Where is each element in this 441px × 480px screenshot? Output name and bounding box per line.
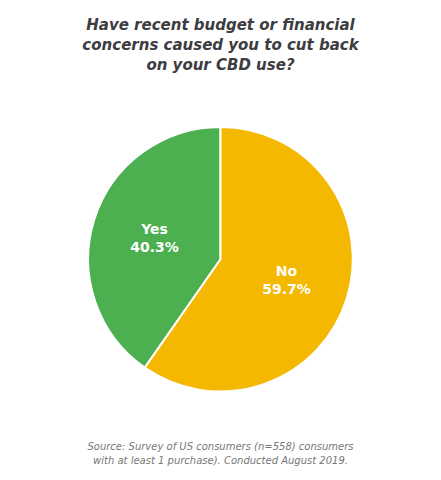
svg-text:Yes: Yes bbox=[140, 221, 168, 237]
svg-text:40.3%: 40.3% bbox=[130, 239, 179, 255]
svg-text:concerns caused you to cut bac: concerns caused you to cut back bbox=[82, 36, 359, 54]
svg-text:with at least 1 purchase). Con: with at least 1 purchase). Conducted Aug… bbox=[93, 455, 348, 466]
svg-text:Source: Survey of US consumers: Source: Survey of US consumers (n=558) c… bbox=[87, 441, 353, 452]
svg-text:Have recent budget or financia: Have recent budget or financial bbox=[86, 16, 355, 34]
svg-text:on your CBD use?: on your CBD use? bbox=[146, 56, 294, 74]
svg-text:No: No bbox=[276, 263, 298, 279]
svg-text:59.7%: 59.7% bbox=[262, 281, 311, 297]
